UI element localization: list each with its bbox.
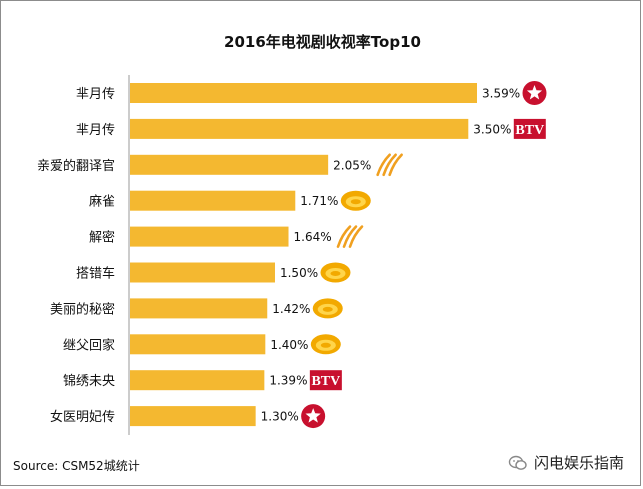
dragon-tv-icon xyxy=(301,404,326,429)
zhejiang-tv-wave xyxy=(336,225,352,248)
bar xyxy=(130,118,469,139)
value-label: 1.50% xyxy=(280,266,318,280)
hunan-tv-core xyxy=(320,342,331,348)
value-label: 3.50% xyxy=(473,122,511,136)
brand-name: 闪电娱乐指南 xyxy=(533,454,624,472)
bar xyxy=(130,83,477,103)
category-label: 女医明妃传 xyxy=(50,409,115,425)
bar xyxy=(130,154,329,175)
dragon-tv-star xyxy=(526,85,543,100)
btv-icon: BTV xyxy=(513,118,546,139)
value-label: 2.05% xyxy=(333,158,371,172)
category-label: 搭错车 xyxy=(76,266,115,282)
value-label: 3.59% xyxy=(482,87,520,101)
btv-icon: BTV xyxy=(309,370,342,391)
zhejiang-tv-wave xyxy=(388,153,403,177)
hunan-tv-core xyxy=(330,271,341,276)
value-label: 1.40% xyxy=(270,338,308,352)
value-label: 1.39% xyxy=(269,374,307,388)
zhejiang-tv-icon xyxy=(336,225,364,248)
category-label: 继父回家 xyxy=(63,337,115,353)
value-label: 1.71% xyxy=(300,194,338,208)
value-label: 1.42% xyxy=(272,302,310,316)
value-label: 1.30% xyxy=(261,410,299,424)
category-label: 美丽的秘密 xyxy=(50,301,115,317)
hunan-tv-icon xyxy=(312,298,343,319)
btv-box xyxy=(513,118,546,139)
brand-watermark: 闪电娱乐指南 xyxy=(508,452,624,473)
zhejiang-tv-wave xyxy=(348,225,364,248)
btv-label: BTV xyxy=(515,123,544,138)
zhejiang-tv-wave xyxy=(342,225,358,248)
bar xyxy=(130,370,265,391)
hunan-tv-icon xyxy=(310,334,341,355)
category-label: 亲爱的翻译官 xyxy=(37,158,115,174)
hunan-tv-core xyxy=(350,199,361,205)
category-label: 解密 xyxy=(89,230,115,246)
hunan-tv-icon xyxy=(340,190,371,211)
zhejiang-tv-wave xyxy=(376,153,391,177)
bar xyxy=(130,262,275,283)
source-note: Source: CSM52城统计 xyxy=(13,459,140,473)
bar xyxy=(130,334,266,355)
bar xyxy=(130,406,256,427)
dragon-tv-star xyxy=(305,408,321,423)
category-label: 锦绣未央 xyxy=(63,374,115,389)
hunan-tv-icon xyxy=(320,262,351,283)
category-label: 芈月传 xyxy=(76,87,115,102)
wechat-icon xyxy=(508,455,527,470)
btv-box xyxy=(309,370,342,391)
category-label: 芈月传 xyxy=(76,123,115,138)
zhejiang-tv-icon xyxy=(376,153,403,177)
chart-title: 2016年电视剧收视率Top10 xyxy=(224,33,421,51)
hunan-tv-core xyxy=(322,306,333,312)
dragon-tv-icon xyxy=(522,81,547,105)
bar xyxy=(130,298,268,319)
btv-label: BTV xyxy=(311,374,340,389)
category-label: 麻雀 xyxy=(89,195,115,210)
value-label: 1.64% xyxy=(294,230,332,244)
zhejiang-tv-wave xyxy=(382,153,397,177)
bar xyxy=(130,226,289,247)
bar xyxy=(130,190,296,211)
